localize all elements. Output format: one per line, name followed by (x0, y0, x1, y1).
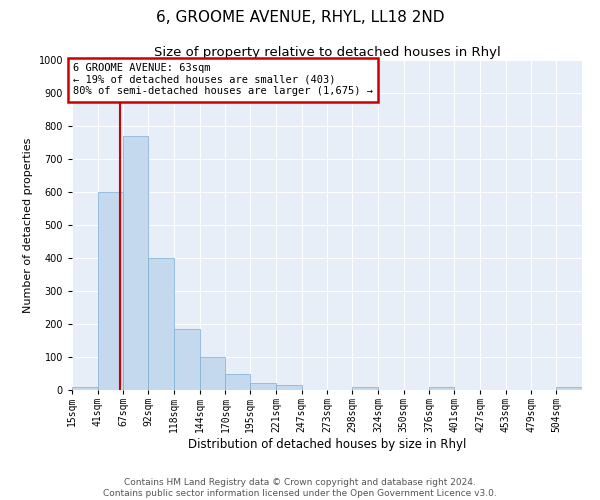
Bar (98, 192, 124, 390)
Text: 6 GROOME AVENUE: 63sqm
← 19% of detached houses are smaller (403)
80% of semi-de: 6 GROOME AVENUE: 63sqm ← 19% of detached… (73, 64, 373, 96)
Bar (124, 136, 148, 390)
Bar (250, 384, 276, 390)
Bar (430, 386, 454, 390)
Text: Contains HM Land Registry data © Crown copyright and database right 2024.
Contai: Contains HM Land Registry data © Crown c… (103, 478, 497, 498)
Bar (200, 357, 226, 390)
Y-axis label: Number of detached properties: Number of detached properties (23, 138, 33, 312)
Title: Size of property relative to detached houses in Rhyl: Size of property relative to detached ho… (154, 46, 500, 59)
Bar (148, 258, 174, 390)
Bar (556, 386, 582, 390)
Bar (276, 385, 302, 390)
Bar (72, 386, 98, 390)
Bar (226, 374, 250, 390)
Bar (174, 329, 200, 390)
X-axis label: Distribution of detached houses by size in Rhyl: Distribution of detached houses by size … (188, 438, 466, 451)
Text: 6, GROOME AVENUE, RHYL, LL18 2ND: 6, GROOME AVENUE, RHYL, LL18 2ND (156, 10, 444, 25)
Bar (352, 386, 378, 390)
